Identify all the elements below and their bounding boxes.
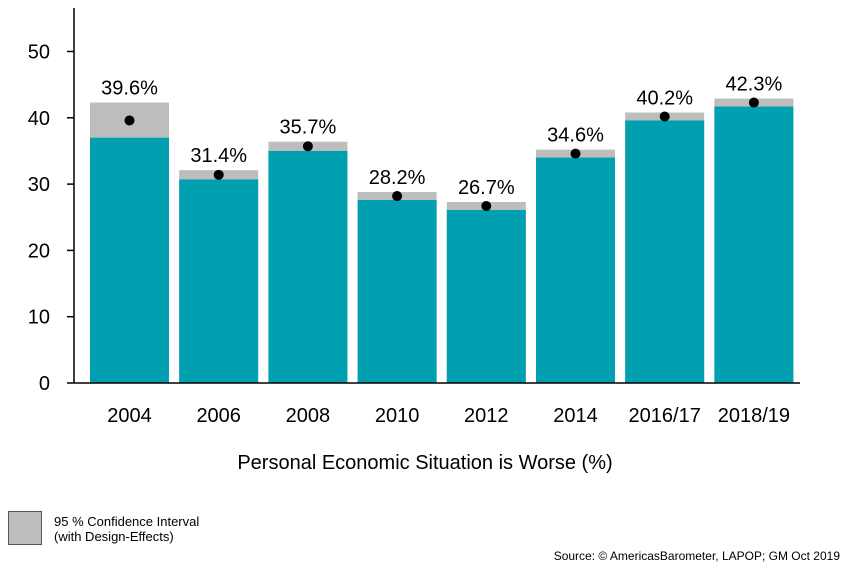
y-tick-label: 30 [28,174,50,196]
x-tick-label: 2012 [464,405,509,427]
value-label: 35.7% [280,117,337,139]
point-estimate [124,115,135,126]
bar [268,150,348,383]
y-tick-label: 40 [28,108,50,130]
value-label: 34.6% [547,125,604,147]
legend-swatch-ci [8,511,42,545]
value-label: 39.6% [101,78,158,100]
bar [714,106,794,384]
legend: 95 % Confidence Interval (with Design-Ef… [8,511,199,545]
bar-chart: 0 10 20 30 40 50 39.6% 2004 31.4% 2006 35.7% 2008 2… [28,8,800,427]
point-estimate [748,97,759,108]
value-label: 28.2% [369,167,426,189]
bar [536,157,615,383]
point-estimate [659,111,670,122]
bar [357,200,437,383]
bar [625,120,705,384]
x-tick-label: 2014 [553,405,598,427]
point-estimate [213,169,224,180]
y-tick-label: 20 [28,240,50,262]
value-label: 31.4% [190,145,247,167]
point-estimate [570,148,581,159]
bar [446,209,526,383]
y-tick-label: 0 [39,373,50,395]
x-tick-label: 2008 [286,405,331,427]
legend-label-line2: (with Design-Effects) [54,529,174,544]
y-tick-label: 10 [28,307,50,329]
value-label: 40.2% [636,87,693,109]
x-tick-label: 2018/19 [718,405,790,427]
source-note: Source: © AmericasBarometer, LAPOP; GM O… [553,549,840,563]
y-axis-ticks: 0 10 20 30 40 50 [28,42,74,395]
point-estimate [392,191,403,202]
x-tick-label: 2004 [107,405,152,427]
x-tick-label: 2010 [375,405,420,427]
bar [179,179,259,383]
x-axis-label: Personal Economic Situation is Worse (%) [237,452,613,474]
y-tick-label: 50 [28,42,50,64]
legend-label-line1: 95 % Confidence Interval [54,514,200,529]
bars-group: 39.6% 2004 31.4% 2006 35.7% 2008 28.2% 2010 26.7… [74,74,800,427]
value-label: 42.3% [726,74,783,96]
legend-text: 95 % Confidence Interval (with Design-Ef… [54,514,199,544]
x-tick-label: 2016/17 [629,405,701,427]
bar [90,137,169,383]
value-label: 26.7% [458,177,515,199]
x-tick-label: 2006 [196,405,241,427]
point-estimate [302,141,313,152]
point-estimate [481,200,492,211]
